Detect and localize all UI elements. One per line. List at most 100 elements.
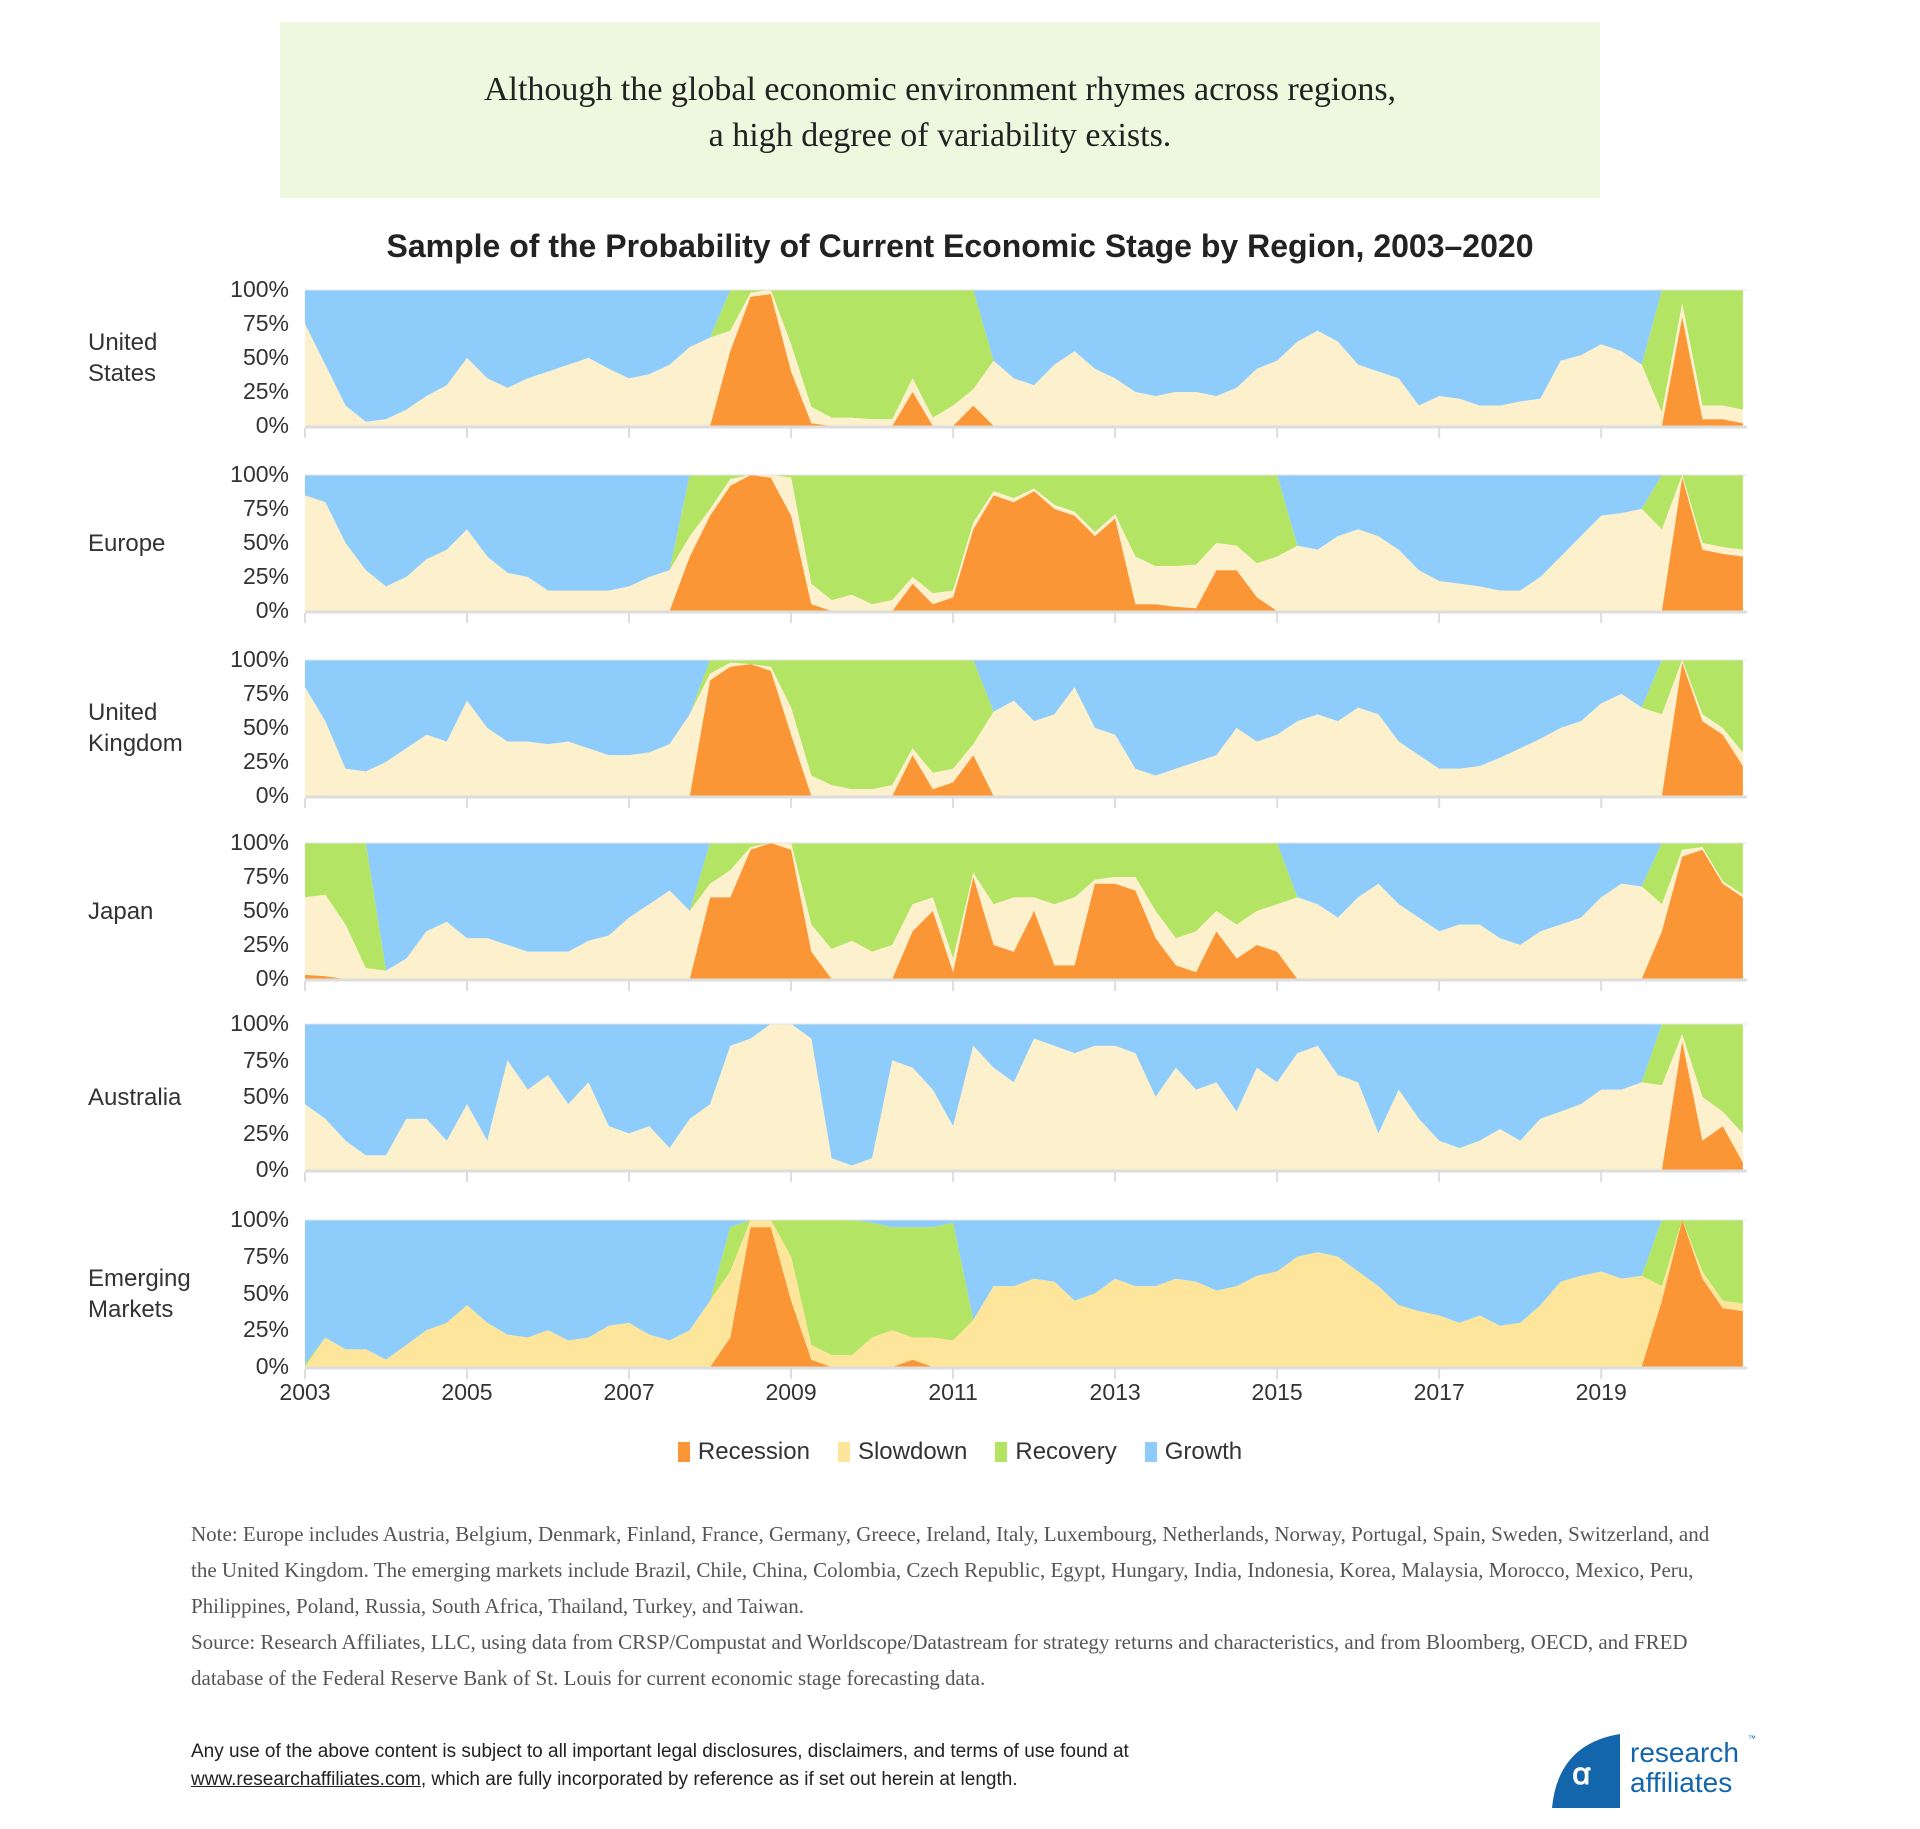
y-tick-label: 50% [242,714,289,740]
legend-label-recession: Recession [697,1438,810,1465]
region-label-line: Kingdom [88,730,183,757]
y-tick-label: 50% [242,529,289,555]
y-tick-label: 25% [242,931,289,957]
y-tick-label: 75% [242,1046,289,1073]
y-tick-label: 100% [230,646,289,672]
website-link[interactable]: www.researchaffiliates.com [191,1769,421,1790]
area-slowdown-europe [305,475,1743,611]
region-label-emerging-markets: Emerging Markets [88,1263,191,1325]
area-growth-japan [305,843,1743,971]
area-slowdown-japan [305,843,1743,979]
area-slowdown-emerging-markets [305,1220,1743,1367]
legal-disclaimer: Any use of the above content is subject … [191,1738,1391,1794]
region-label-united-states: United States [88,327,157,389]
logo-wordmark: research affiliates [1630,1738,1739,1798]
region-label-line: Australia [88,1083,182,1111]
region-label-line: Markets [88,1295,174,1323]
headline-line-1: Although the global economic environment… [483,71,1397,108]
chart-legend: Recession Slowdown Recovery Growth [0,1438,1920,1466]
y-tick-label: 100% [230,276,289,302]
y-tick-label: 0% [255,965,289,991]
y-tick-label: 100% [230,1010,289,1036]
legend-swatch-recovery [995,1442,1008,1462]
region-label-japan: Japan [88,896,153,927]
source-text: Source: Research Affiliates, LLC, using … [191,1630,1688,1690]
y-tick-label: 0% [255,1156,289,1182]
area-growth-australia [305,1024,1743,1166]
y-tick-label: 75% [242,680,289,706]
legend-swatch-recession [677,1442,690,1462]
x-tick-label: 2013 [1089,1379,1141,1405]
legend-item-slowdown: Slowdown [837,1438,968,1466]
chart-title: Sample of the Probability of Current Eco… [386,228,1534,264]
x-tick-label: 2007 [603,1379,655,1405]
headline-text: Although the global economic environment… [280,67,1600,159]
svg-text:ꭤ: ꭤ [1572,1758,1591,1791]
legend-label-recovery: Recovery [1015,1438,1117,1465]
y-tick-label: 50% [242,1279,289,1306]
x-tick-label: 2019 [1575,1379,1627,1405]
disclaimer-text-after: , which are fully incorporated by refere… [420,1769,1018,1790]
legend-item-growth: Growth [1144,1438,1243,1466]
area-growth-europe [305,475,1743,591]
region-label-line: Japan [88,897,154,925]
area-growth-united-kingdom [305,660,1743,776]
region-label-australia: Australia [88,1082,181,1113]
disclaimer-text: Any use of the above content is subject … [191,1741,1129,1762]
y-tick-label: 50% [242,897,289,923]
trademark-symbol: ™ [1748,1734,1756,1743]
x-tick-label: 2017 [1413,1379,1465,1405]
x-tick-label: 2009 [765,1379,817,1405]
y-tick-label: 0% [255,1353,289,1379]
area-slowdown-united-states [305,290,1743,426]
footnotes: Note: Europe includes Austria, Belgium, … [191,1516,1711,1696]
y-tick-label: 75% [242,1242,289,1269]
x-tick-label: 2003 [279,1379,331,1405]
y-tick-label: 0% [255,782,289,808]
legend-label-growth: Growth [1164,1438,1243,1465]
research-affiliates-logo: ꭤ research affiliates ™ [1548,1734,1778,1808]
y-tick-label: 100% [230,461,289,487]
area-recovery-japan [305,843,1743,971]
logo-line-2: affiliates [1630,1767,1733,1798]
y-tick-label: 100% [230,829,289,855]
headline-line-2: a high degree of variability exists. [708,117,1172,154]
y-tick-label: 75% [242,863,289,889]
y-tick-label: 0% [255,412,289,438]
area-recession-europe [305,475,1743,611]
region-label-line: Emerging [88,1264,191,1292]
region-label-line: States [88,360,157,387]
region-label-line: United [88,699,158,726]
y-tick-label: 25% [242,563,289,589]
area-slowdown-australia [305,1024,1743,1170]
area-slowdown-united-kingdom [305,660,1743,796]
y-tick-label: 25% [242,378,289,404]
note-text: Note: Europe includes Austria, Belgium, … [191,1522,1710,1618]
logo-line-1: research [1630,1737,1739,1768]
y-tick-label: 100% [230,1206,289,1232]
legend-swatch-slowdown [837,1442,850,1462]
region-label-line: Europe [88,529,166,557]
y-tick-label: 25% [242,1119,289,1146]
headline-banner: Although the global economic environment… [280,22,1600,198]
region-label-united-kingdom: United Kingdom [88,697,183,759]
region-label-europe: Europe [88,528,165,559]
legend-item-recovery: Recovery [995,1438,1117,1466]
y-tick-label: 75% [242,310,289,336]
y-tick-label: 50% [242,344,289,370]
x-tick-label: 2005 [441,1379,493,1405]
area-growth-united-states [305,290,1743,422]
legend-item-recession: Recession [677,1438,810,1466]
x-tick-label: 2015 [1251,1379,1303,1405]
area-recession-japan [305,843,1743,979]
logo-mark-icon: ꭤ [1552,1734,1620,1808]
y-tick-label: 50% [242,1083,289,1109]
y-tick-label: 25% [242,1316,289,1343]
y-tick-label: 25% [242,748,289,774]
legend-label-slowdown: Slowdown [857,1438,968,1465]
x-tick-label: 2011 [928,1379,978,1405]
y-tick-label: 75% [242,495,289,521]
y-tick-label: 0% [255,597,289,623]
area-growth-emerging-markets [305,1220,1743,1365]
